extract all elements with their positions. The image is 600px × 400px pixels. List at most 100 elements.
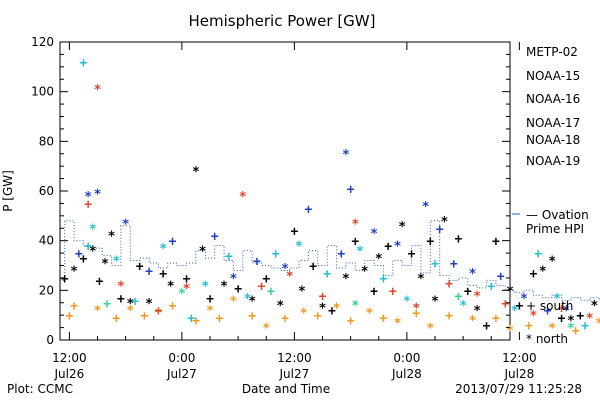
x-tick-time: 12:00	[502, 351, 537, 365]
point-noaa-18-south: +	[281, 312, 289, 327]
point-noaa-16-north: *	[356, 245, 364, 260]
plot-credit: Plot: CCMC	[7, 382, 73, 396]
x-tick-time: 12:00	[52, 351, 87, 365]
point-noaa-16-south: +	[272, 247, 280, 262]
point-metp-02-north: *	[108, 230, 116, 245]
point-noaa-19-north: *	[183, 282, 191, 297]
point-noaa-15-north: *	[370, 227, 378, 242]
point-metp-02-north: *	[89, 245, 97, 260]
point-noaa-18-north: *	[262, 322, 270, 337]
point-metp-02-south: +	[117, 292, 125, 307]
point-metp-02-south: +	[159, 267, 167, 282]
legend-ovation-label-2: Prime HPI	[526, 222, 584, 236]
point-noaa-16-north: *	[403, 294, 411, 309]
point-noaa-19-north: *	[239, 190, 247, 205]
point-noaa-15-north: *	[94, 187, 102, 202]
point-metp-02-north: *	[548, 255, 556, 270]
legend: METP-02 NOAA-15 NOAA-16 NOAA-17 NOAA-18 …	[512, 45, 589, 346]
point-noaa-18-north: *	[365, 307, 373, 322]
x-tick-date: Jul26	[54, 367, 85, 381]
x-tick-date: Jul28	[391, 367, 422, 381]
point-noaa-19-north: *	[530, 309, 538, 324]
point-metp-02-south: +	[61, 272, 69, 287]
y-tick-label: 80	[39, 134, 54, 148]
point-metp-02-north: *	[126, 297, 134, 312]
point-noaa-15-north: *	[281, 262, 289, 277]
point-noaa-15-south: +	[305, 202, 313, 217]
x-tick-date: Jul27	[279, 367, 310, 381]
point-noaa-15-south: +	[450, 257, 458, 272]
point-noaa-18-south: +	[248, 309, 256, 324]
point-noaa-16-south: +	[225, 250, 233, 265]
point-noaa-16-south: +	[431, 257, 439, 272]
point-noaa-18-north: *	[595, 317, 600, 332]
point-noaa-16-north: *	[112, 255, 120, 270]
point-noaa-19-south: +	[155, 304, 163, 319]
point-metp-02-north: *	[473, 304, 481, 319]
point-noaa-18-south: +	[525, 319, 533, 334]
point-noaa-16-north: *	[201, 279, 209, 294]
point-noaa-16-north: *	[244, 292, 252, 307]
point-noaa-19-south: +	[389, 284, 397, 299]
y-axis-label: P [GW]	[1, 170, 15, 212]
point-metp-02-north: *	[145, 297, 153, 312]
point-noaa-15-south: +	[544, 304, 552, 319]
point-metp-02-north: *	[70, 264, 78, 279]
legend-south: + south	[526, 299, 573, 313]
point-noaa-18-south: +	[70, 299, 78, 314]
point-noaa-16-north: *	[89, 222, 97, 237]
point-metp-02-north: *	[199, 245, 207, 260]
point-metp-02-north: *	[440, 215, 448, 230]
y-tick-label: 40	[39, 234, 54, 248]
legend-item-noaa-18: NOAA-18	[526, 133, 580, 147]
point-noaa-19-north: *	[473, 289, 481, 304]
point-noaa-18-south: +	[445, 309, 453, 324]
point-noaa-16-south: +	[187, 312, 195, 327]
point-metp-02-north: *	[276, 299, 284, 314]
plot-timestamp: 2013/07/29 11:25:28	[455, 382, 582, 396]
point-noaa-18-south: +	[412, 307, 420, 322]
point-noaa-18-north: *	[469, 314, 477, 329]
point-noaa-18-south: +	[572, 324, 580, 339]
x-tick-date: Jul28	[504, 367, 535, 381]
point-metp-02-north: *	[319, 302, 327, 317]
point-metp-02-south: +	[426, 235, 434, 250]
point-noaa-18-north: *	[94, 304, 102, 319]
point-noaa-16-north: *	[159, 242, 167, 257]
legend-item-metp-02: METP-02	[526, 45, 578, 59]
point-noaa-19-south: +	[445, 277, 453, 292]
point-metp-02-south: +	[351, 235, 359, 250]
point-noaa-15-south: +	[75, 247, 83, 262]
point-noaa-17-north: *	[178, 287, 186, 302]
point-metp-02-north: *	[298, 284, 306, 299]
point-noaa-19-south: +	[258, 279, 266, 294]
point-noaa-19-north: *	[117, 279, 125, 294]
point-metp-02-south: +	[206, 292, 214, 307]
point-noaa-16-south: +	[380, 272, 388, 287]
point-noaa-17-south: +	[455, 289, 463, 304]
ovation-line-path	[60, 220, 600, 301]
point-noaa-17-north: *	[351, 299, 359, 314]
point-noaa-16-south: +	[487, 279, 495, 294]
legend-item-noaa-16: NOAA-16	[526, 92, 580, 106]
data-points: + *+ *+**+ *+*+* +**+* +*+*+*+* +*+*+*+*+*+**+…	[61, 56, 600, 339]
point-metp-02-south: +	[262, 272, 270, 287]
point-noaa-16-north: *	[511, 304, 519, 319]
y-tick-label: 100	[31, 85, 54, 99]
point-noaa-18-south: +	[140, 309, 148, 324]
point-noaa-18-south: +	[112, 312, 120, 327]
point-metp-02-south: +	[558, 312, 566, 327]
point-noaa-15-south: +	[253, 255, 261, 270]
point-noaa-15-north: *	[520, 292, 528, 307]
point-noaa-19-north: *	[412, 302, 420, 317]
point-noaa-18-north: *	[426, 322, 434, 337]
point-metp-02-north: *	[167, 279, 175, 294]
point-metp-02-north: *	[101, 257, 109, 272]
ovation-prime-hpi-line	[60, 220, 600, 301]
y-tick-label: 20	[39, 283, 54, 297]
point-noaa-16-south: +	[80, 56, 88, 71]
point-noaa-18-south: +	[169, 299, 177, 314]
point-noaa-15-north: *	[230, 272, 238, 287]
point-metp-02-south: +	[290, 225, 298, 240]
